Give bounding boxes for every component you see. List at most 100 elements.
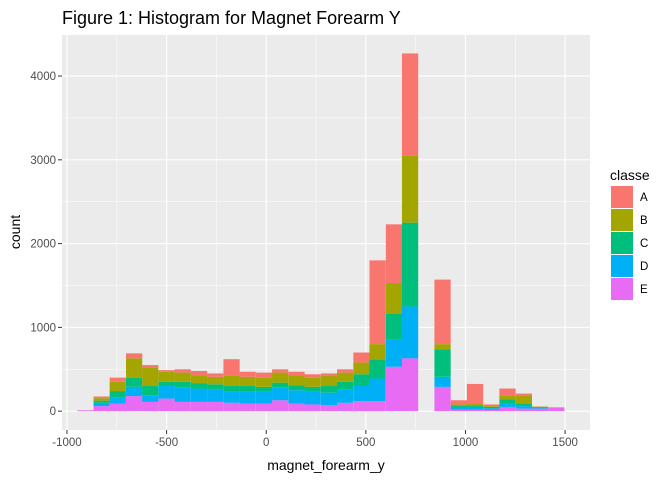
bar-segment-B [239,376,256,387]
y-axis-ticks: 0 1000 2000 3000 4000 [30,71,62,418]
bar-segment-E [272,400,289,412]
plot-panel [62,35,590,430]
y-tick-label: 3000 [30,155,56,167]
bar-segment-E [515,408,532,412]
bar-segment-B [207,376,224,385]
bar-segment-D [385,339,403,367]
legend-label-B: B [640,215,648,227]
bar-segment-D [499,403,516,407]
bar-segment-B [434,344,451,350]
bar-segment-D [126,386,143,397]
bar-segment-D [142,395,159,402]
bar-segment-C [158,381,175,387]
bar-segment-C [320,386,338,393]
bar-segment-E [158,398,175,412]
bar-segment-D [353,386,370,402]
bar-segment-E [223,402,240,412]
y-tick-label: 1000 [30,322,56,334]
legend-swatch-D [611,255,633,277]
bar-segment-E [353,401,370,412]
bar-segment-D [320,392,338,406]
bar-segment-E [531,408,549,412]
bar-segment-D [337,389,354,403]
bar-segment-E [77,410,94,412]
legend-label-E: E [640,284,648,296]
bar-segment-B [466,404,484,406]
bar-segment-C [434,349,451,377]
bar-segment-E [142,401,159,412]
bar-segment-A [190,370,208,376]
bar-segment-A [255,372,273,378]
bar-segment-C [126,377,143,387]
bar-segment-A [385,224,403,283]
bar-segment-D [158,386,175,399]
bar-segment-A [174,369,191,373]
bar-segment-B [190,375,208,384]
bar-segment-B [272,372,289,383]
bar-segment-B [142,367,159,387]
bar-segment-A [207,373,224,377]
legend-label-D: D [640,261,648,273]
bar-segment-B [515,395,532,404]
bar-segment-A [223,359,240,376]
bar-segment-E [369,401,386,412]
bar-segment-E [401,358,419,412]
bar-segment-E [190,401,208,412]
bar-segment-C [499,399,516,404]
legend-swatch-E [611,278,633,300]
bar-segment-B [255,377,273,387]
bar-segment-A [450,400,468,405]
bar-segment-B [337,372,354,382]
bar-segment-A [142,365,159,368]
bar-segment-C [337,381,354,390]
bar-segment-C [466,405,484,407]
gridlines [62,35,590,430]
bar-segment-B [109,381,126,392]
bar-segment-D [466,406,484,410]
bar-segment-E [434,386,451,412]
bar-segment-D [93,402,110,407]
bar-segment-C [288,385,305,391]
bar-segment-C [515,403,532,407]
bar-segment-E [337,402,354,412]
bar-segment-E [174,401,191,412]
bar-segment-A [515,393,532,396]
bar-segment-E [207,401,224,412]
x-tick-label: -1000 [52,437,81,449]
y-tick-label: 4000 [30,71,56,83]
legend-swatch-A [611,186,633,208]
histogram-bars [77,53,565,412]
bar-segment-C [190,383,208,389]
bar-segment-C [174,381,191,388]
bar-segment-C [401,222,419,307]
bar-segment-B [158,371,175,382]
bar-segment-C [450,405,468,407]
bar-segment-E [320,405,338,412]
bar-segment-E [483,409,500,412]
bar-segment-B [450,404,468,406]
bar-segment-D [450,406,468,410]
bar-segment-D [288,390,305,404]
bar-segment-D [483,408,500,410]
x-tick-label: 500 [356,437,375,449]
bar-segment-D [174,387,191,402]
bar-segment-B [385,282,403,314]
bar-segment-B [93,398,110,401]
bar-segment-D [255,391,273,404]
bar-segment-C [483,406,500,409]
bar-segment-A [320,373,338,376]
bar-segment-D [369,378,386,402]
bar-segment-A [353,352,370,363]
legend-swatch-C [611,232,633,254]
bar-segment-A [466,383,484,405]
bar-segment-B [174,372,191,382]
bar-segment-D [190,388,208,402]
chart-title: Figure 1: Histogram for Magnet Forearm Y [62,8,401,28]
bar-segment-D [272,387,289,401]
x-tick-label: -500 [155,437,178,449]
x-tick-label: 1000 [453,437,479,449]
bar-segment-A [304,374,321,378]
bar-segment-A [239,371,256,377]
bar-segment-E [109,403,126,412]
